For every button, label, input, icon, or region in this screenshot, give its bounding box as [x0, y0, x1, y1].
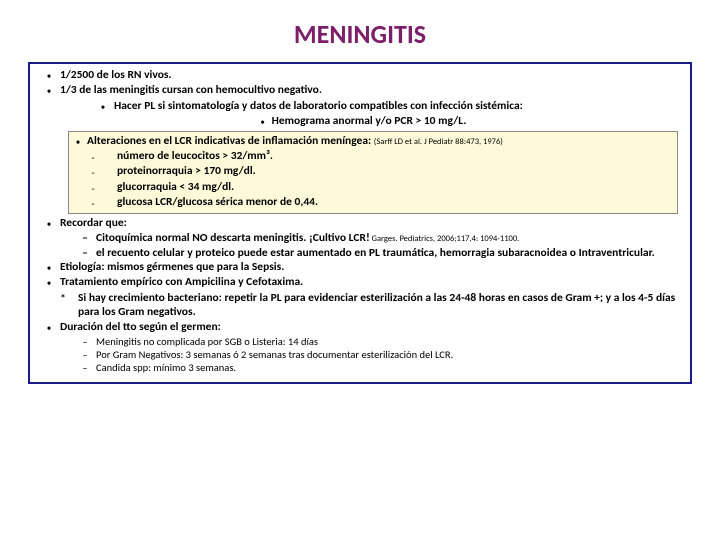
dash-icon: -: [69, 149, 117, 165]
dash-item: – Citoquímica normal NO descarta meningi…: [38, 231, 682, 245]
text: Alteraciones en el LCR indicativas de in…: [87, 134, 673, 148]
highlight-item: - proteinorraquia > 170 mg/dl.: [69, 164, 673, 180]
text-part: Citoquímica normal: [96, 231, 192, 245]
star-icon: *: [48, 291, 78, 306]
text-part: Alteraciones en el LCR indicativas de in…: [87, 134, 374, 148]
dash-icon: –: [74, 348, 96, 361]
dash-item: – Candida spp: mínimo 3 semanas.: [38, 361, 682, 374]
text: Por Gram Negativos: 3 semanas ó 2 semana…: [96, 348, 682, 361]
highlight-item: - número de leucocitos > 32/mm³.: [69, 149, 673, 165]
dash-icon: -: [69, 195, 117, 211]
dash-icon: –: [74, 231, 96, 245]
text-part: descarta meningitis.: [208, 231, 309, 245]
bullet-item: • 1/3 de las meningitis cursan con hemoc…: [38, 83, 682, 98]
bullet-icon: •: [260, 114, 264, 128]
text: 1/3 de las meningitis cursan con hemocul…: [60, 83, 682, 97]
text: glucorraquia < 34 mg/dl.: [117, 180, 673, 194]
dash-item: – el recuento celular y proteico puede e…: [38, 246, 682, 260]
dash-icon: –: [74, 246, 96, 260]
highlight-item: - glucosa LCR/glucosa sérica menor de 0,…: [69, 195, 673, 211]
sub-sub-bullet-item: • Hemograma anormal y/o PCR > 10 mg/L.: [38, 114, 682, 129]
bullet-icon: •: [76, 134, 80, 148]
dash-icon: –: [74, 361, 96, 374]
bullet-item: • 1/2500 de los RN vivos.: [38, 68, 682, 83]
text: Hemograma anormal y/o PCR > 10 mg/L.: [272, 114, 467, 128]
slide-title: MENINGITIS: [28, 18, 692, 50]
text: Tratamiento empírico con Ampicilina y Ce…: [60, 275, 682, 289]
dash-icon: -: [69, 180, 117, 196]
text-bold: NO: [192, 231, 207, 245]
bullet-icon: •: [47, 216, 51, 230]
dash-icon: –: [74, 335, 96, 348]
text: 1/2500 de los RN vivos.: [60, 68, 682, 82]
bullet-icon: •: [101, 99, 105, 113]
bullet-item: • Recordar que:: [38, 216, 682, 231]
citation: (Sarff LD et al. J Pediatr 88:473, 1976): [374, 137, 503, 147]
content-box: • 1/2500 de los RN vivos. • 1/3 de las m…: [28, 62, 692, 384]
citation: Garges. Pediatrics, 2006;117,4: 1094-110…: [370, 234, 520, 244]
bullet-icon: •: [47, 275, 51, 289]
text: Etiología: mismos gérmenes que para la S…: [60, 260, 682, 274]
text: Hacer PL si sintomatología y datos de la…: [114, 99, 682, 113]
slide: MENINGITIS • 1/2500 de los RN vivos. • 1…: [0, 0, 720, 540]
sub-bullet-item: • Hacer PL si sintomatología y datos de …: [38, 99, 682, 114]
star-item: * Si hay crecimiento bacteriano: repetir…: [38, 291, 682, 320]
bullet-icon: •: [47, 83, 51, 97]
bullet-icon: •: [47, 260, 51, 274]
dash-item: – Meningitis no complicada por SGB o Lis…: [38, 335, 682, 348]
text: Recordar que:: [60, 216, 682, 230]
text: el recuento celular y proteico puede est…: [96, 246, 682, 260]
bullet-icon: •: [47, 68, 51, 82]
text: glucosa LCR/glucosa sérica menor de 0,44…: [117, 195, 673, 209]
highlight-box: • Alteraciones en el LCR indicativas de …: [68, 131, 678, 214]
highlight-header: • Alteraciones en el LCR indicativas de …: [69, 134, 673, 149]
dash-icon: -: [69, 164, 117, 180]
text: Duración del tto según el germen:: [60, 320, 682, 334]
text: proteinorraquia > 170 mg/dl.: [117, 164, 673, 178]
bullet-item: • Etiología: mismos gérmenes que para la…: [38, 260, 682, 275]
bullet-item: • Tratamiento empírico con Ampicilina y …: [38, 275, 682, 290]
dash-item: – Por Gram Negativos: 3 semanas ó 2 sema…: [38, 348, 682, 361]
text: Meningitis no complicada por SGB o Liste…: [96, 335, 682, 348]
text: Candida spp: mínimo 3 semanas.: [96, 361, 682, 374]
text-emphasis: ¡Cultivo LCR!: [309, 231, 370, 245]
text: Si hay crecimiento bacteriano: repetir l…: [78, 291, 682, 320]
text: Citoquímica normal NO descarta meningiti…: [96, 231, 682, 245]
bullet-icon: •: [47, 320, 51, 334]
bullet-item: • Duración del tto según el germen:: [38, 320, 682, 335]
text: número de leucocitos > 32/mm³.: [117, 149, 673, 163]
highlight-item: - glucorraquia < 34 mg/dl.: [69, 180, 673, 196]
